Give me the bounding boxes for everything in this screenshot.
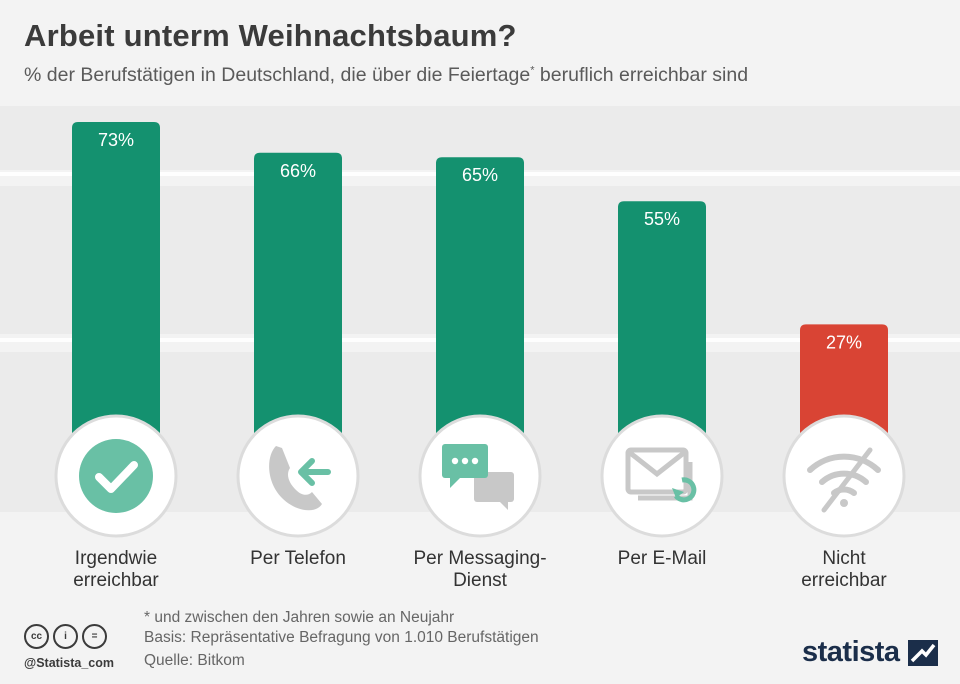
bar-value-label-0: 73% [98,130,134,150]
statista-logo[interactable]: statista [802,636,938,669]
footnote-basis: Basis: Repräsentative Befragung von 1.01… [144,629,539,646]
no-wifi-icon [807,447,881,513]
email-icon [625,447,697,503]
icon-circle-1 [236,414,360,538]
category-label-3: Per E-Mail [618,548,707,569]
category-label-4: Nicht [822,548,866,569]
bar-2 [436,157,524,476]
chart-subtitle: % der Berufstätigen in Deutschland, die … [24,64,748,87]
category-label-4: erreichbar [801,570,887,591]
license-icons: cc i = [24,624,107,649]
cc-icon: cc [24,624,49,649]
bar-0 [72,122,160,476]
chat-icon [442,444,514,510]
category-label-0: erreichbar [73,570,159,591]
bar-value-label-1: 66% [280,161,316,181]
bar-1 [254,152,342,477]
subtitle-text-end: beruflich erreichbar sind [534,64,749,86]
no-derivatives-icon: = [82,624,107,649]
phone-icon [269,446,331,511]
category-label-1: Per Telefon [250,548,346,569]
bar-value-label-3: 55% [644,209,680,229]
logo-text: statista [802,636,900,668]
footnote-source: Quelle: Bitkom [144,652,245,669]
bar-value-label-2: 65% [462,165,498,185]
chart-title: Arbeit unterm Weihnachtsbaum? [24,18,517,53]
bar-value-label-4: 27% [826,332,862,352]
check-icon [79,439,153,513]
attribution-icon: i [53,624,78,649]
category-label-2: Per Messaging- [413,548,546,569]
subtitle-asterisk: * [530,64,535,77]
category-label-2: Dienst [453,570,508,591]
bar-3 [618,201,706,476]
subtitle-text: % der Berufstätigen in Deutschland, die … [24,64,531,86]
logo-icon [907,639,938,666]
footnote-asterisk: * und zwischen den Jahren sowie an Neuja… [144,609,455,626]
category-label-0: Irgendwie [75,548,157,569]
statista-handle[interactable]: @Statista_com [24,656,114,670]
